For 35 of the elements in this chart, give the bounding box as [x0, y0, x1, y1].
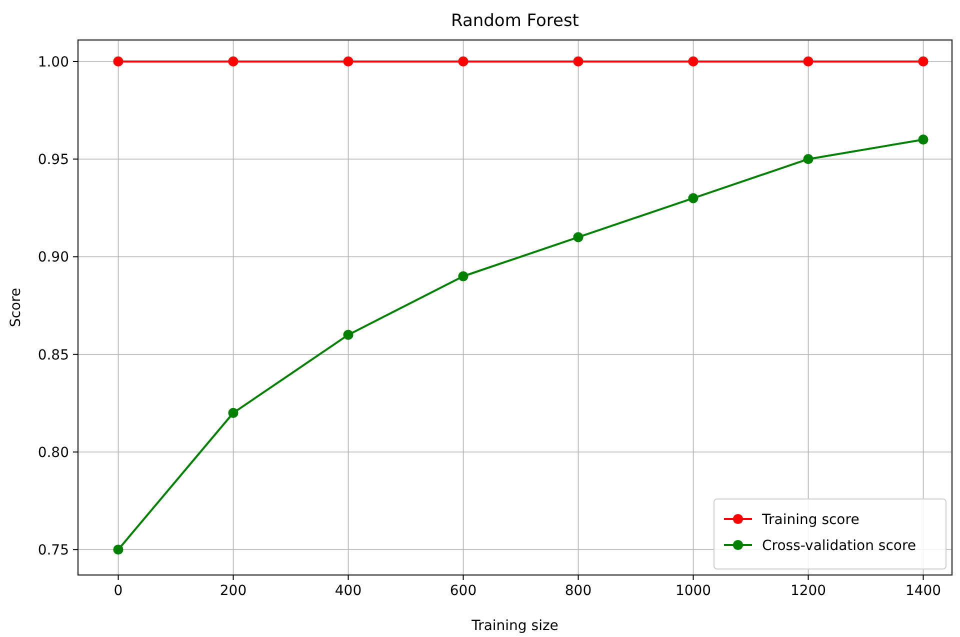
point: [113, 56, 124, 67]
x-tick-label: 800: [564, 583, 592, 599]
legend-label: Cross-validation score: [762, 538, 916, 554]
point: [228, 56, 238, 67]
x-tick-label: 400: [334, 583, 362, 599]
point: [458, 56, 468, 67]
point: [573, 232, 584, 242]
point: [918, 56, 928, 67]
point: [573, 56, 584, 67]
point: [688, 56, 698, 67]
y-tick-label: 1.00: [38, 54, 69, 70]
y-tick-label: 0.95: [38, 152, 69, 168]
x-tick-label: 0: [114, 583, 123, 599]
point: [688, 193, 698, 204]
point: [458, 271, 468, 282]
y-axis-title: Score: [8, 288, 24, 328]
y-tick-label: 0.80: [38, 444, 69, 461]
x-tick-label: 600: [450, 583, 477, 599]
y-tick-label: 0.90: [38, 250, 69, 266]
point: [113, 544, 124, 555]
point: [803, 154, 814, 164]
point: [228, 408, 238, 418]
chart-title: Random Forest: [451, 11, 580, 31]
x-tick-label: 1000: [675, 583, 712, 599]
y-tick-label: 0.85: [38, 347, 69, 364]
y-tick-label: 0.75: [38, 542, 69, 559]
legend-label: Training score: [761, 512, 860, 528]
point: [343, 56, 354, 67]
x-tick-label: 1200: [790, 583, 826, 599]
x-tick-label: 1400: [905, 583, 942, 599]
point: [343, 330, 354, 340]
point: [918, 134, 928, 145]
x-axis-title: Training size: [470, 618, 558, 634]
x-tick-label: 200: [220, 583, 247, 599]
point: [803, 56, 814, 67]
